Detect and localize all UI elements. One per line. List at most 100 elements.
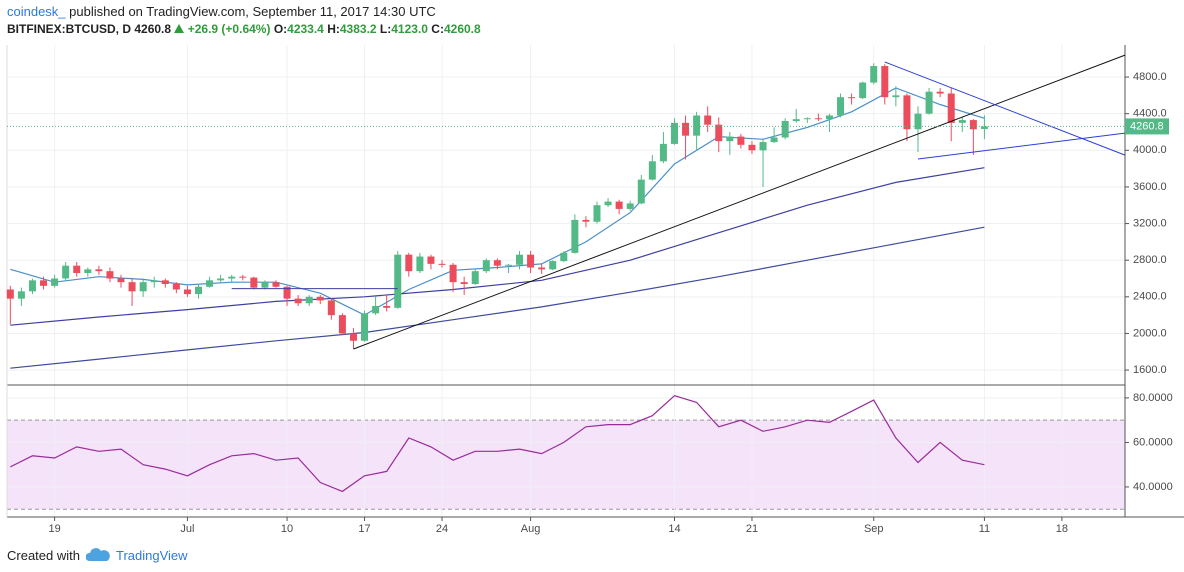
y-tick-label: 4000.0 (1133, 144, 1167, 156)
candle-body (493, 260, 501, 266)
y-tick-label: 2400.0 (1133, 291, 1167, 303)
candle-body (582, 219, 590, 222)
l-label: L: (379, 22, 392, 36)
candle-body (593, 205, 601, 222)
source: coindesk_ (7, 4, 66, 19)
candle-body (471, 271, 479, 284)
x-tick-label: 21 (746, 523, 758, 535)
l-value: 4123.0 (391, 22, 428, 36)
candle-body (848, 97, 856, 99)
candle-body (903, 95, 911, 130)
x-tick-label: 24 (436, 523, 448, 535)
candle-body (704, 115, 712, 125)
candle-body (825, 115, 833, 120)
candle-body (239, 276, 247, 278)
brand[interactable]: TradingView (115, 547, 188, 563)
candle-body (947, 93, 955, 123)
logo (85, 548, 110, 561)
candle-body (881, 66, 889, 98)
y-tick-label: 40.0000 (1133, 481, 1173, 493)
candle-body (305, 296, 313, 304)
y-tick-label: 60.0000 (1133, 436, 1173, 448)
candle-body (338, 315, 346, 334)
x-tick-label: Sep (864, 523, 884, 535)
candle-body (770, 137, 778, 143)
candle-body (272, 282, 280, 287)
candle-body (670, 122, 678, 144)
candle-body (95, 269, 103, 272)
candle-body (172, 283, 180, 290)
x-tick-label: 19 (48, 523, 60, 535)
moving-average (10, 226, 985, 369)
candle-body (626, 203, 634, 209)
candle-body (405, 254, 413, 272)
candle-body (51, 278, 59, 286)
candle-body (161, 280, 169, 284)
candle-body (139, 282, 147, 292)
rsi-band (7, 420, 1125, 510)
candle-body (383, 305, 391, 308)
candle-body (925, 91, 933, 114)
candle-body (228, 276, 236, 279)
candle-body (183, 289, 191, 295)
candle-body (726, 136, 734, 142)
candle-body (682, 122, 690, 136)
candle-body (217, 278, 225, 281)
candle-body (28, 280, 36, 292)
candle-body (460, 282, 468, 284)
candle-body (516, 254, 524, 265)
candle-body (560, 252, 568, 262)
footer: Created with TradingView (7, 545, 188, 565)
candle-body (737, 136, 745, 145)
candle-body (361, 313, 369, 341)
c-label: C: (431, 22, 444, 36)
y-tick-label: 3200.0 (1133, 217, 1167, 229)
candle-body (84, 269, 92, 274)
x-tick-label: 11 (979, 523, 990, 535)
x-tick-label: 14 (668, 523, 680, 535)
trendline (884, 61, 1126, 156)
x-tick-label: 17 (358, 523, 370, 535)
x-tick-label: Jul (180, 523, 194, 535)
candle-body (958, 120, 966, 123)
change: +26.9 (+0.64%) (187, 22, 271, 36)
candle-body (504, 264, 512, 266)
created-with: Created with (7, 547, 80, 563)
candle-body (870, 66, 878, 83)
candle-body (283, 286, 291, 299)
candle-body (648, 161, 656, 180)
candle-body (327, 300, 335, 316)
last-price-label: 4260.8 (1130, 120, 1164, 132)
y-tick-label: 2000.0 (1133, 327, 1167, 339)
x-tick-label: 10 (281, 523, 293, 535)
candle-body (837, 97, 845, 116)
candle-body (128, 282, 136, 292)
candle-body (150, 280, 158, 283)
candle-body (615, 201, 623, 209)
candle-body (814, 118, 822, 120)
y-tick-label: 1600.0 (1133, 364, 1167, 376)
o-value: 4233.4 (287, 22, 324, 36)
candle-body (62, 265, 70, 279)
candle-body (571, 219, 579, 253)
y-tick-label: 4800.0 (1133, 71, 1167, 83)
h-value: 4383.2 (339, 22, 377, 36)
candle-body (659, 143, 667, 162)
candle-body (316, 296, 324, 301)
candle-body (6, 289, 14, 299)
c-value: 4260.8 (443, 22, 481, 36)
x-tick-label: 18 (1056, 523, 1068, 535)
candle-body (527, 254, 535, 268)
up-arrow (174, 24, 185, 33)
candle-body (40, 280, 48, 286)
y-tick-label: 2800.0 (1133, 254, 1167, 266)
candle-body (17, 291, 25, 299)
x-tick-label: Aug (521, 523, 541, 535)
candle-body (206, 280, 214, 287)
header-line-2: BITFINEX:BTCUSD, D 4260.8 +26.9 (+0.64%)… (7, 22, 481, 36)
candle-body (427, 256, 435, 264)
candle-body (349, 333, 357, 341)
candle-body (194, 286, 202, 295)
candle-body (372, 305, 380, 314)
